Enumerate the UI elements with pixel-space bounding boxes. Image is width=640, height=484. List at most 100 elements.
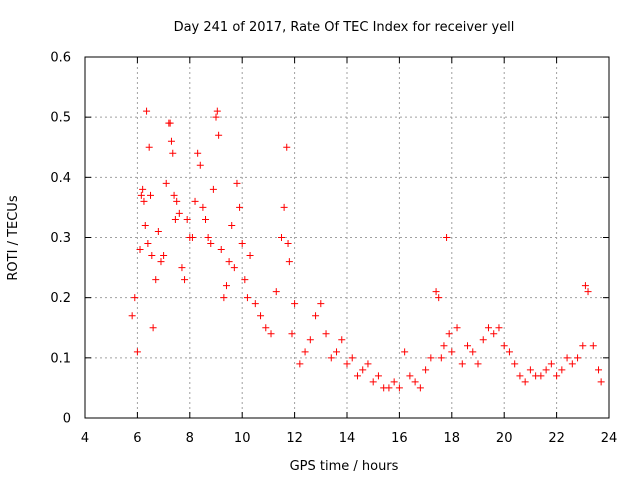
roti-point [516, 372, 524, 380]
roti-point [170, 191, 178, 199]
roti-point [171, 215, 179, 223]
y-tick-label: 0.5 [50, 111, 71, 126]
roti-point [440, 342, 448, 350]
roti-point [196, 161, 204, 169]
roti-point [411, 378, 419, 386]
roti-point [137, 191, 145, 199]
roti-point [222, 282, 230, 290]
roti-point [568, 360, 576, 368]
roti-point [233, 179, 241, 187]
x-tick-label: 24 [601, 431, 618, 446]
roti-point [495, 324, 503, 332]
y-tick-label: 0.2 [50, 291, 71, 306]
roti-point [213, 107, 221, 115]
y-tick-label: 0.4 [50, 171, 71, 186]
roti-point [443, 234, 451, 241]
roti-point [241, 276, 249, 284]
roti-point [296, 360, 304, 368]
roti-point [149, 324, 157, 332]
roti-point [448, 348, 456, 356]
roti-point [183, 215, 191, 223]
y-tick-label: 0.1 [50, 351, 71, 366]
roti-point [140, 197, 148, 205]
roti-point [272, 288, 280, 296]
roti-point [445, 330, 453, 338]
roti-point [589, 342, 597, 350]
roti-point [584, 288, 592, 296]
roti-point [136, 246, 144, 254]
roti-point [401, 348, 409, 356]
roti-point [128, 312, 136, 320]
roti-point [188, 234, 196, 241]
roti-point [152, 276, 160, 284]
roti-point [148, 252, 156, 260]
y-tick-label: 0 [63, 412, 71, 427]
grid [85, 57, 609, 418]
x-tick-label: 22 [548, 431, 565, 446]
roti-point [278, 234, 285, 241]
y-tick-label: 0.3 [50, 231, 71, 246]
x-tick-label: 4 [81, 431, 89, 446]
roti-point [312, 312, 320, 320]
roti-point [166, 119, 174, 127]
roti-point [160, 252, 168, 260]
roti-point [207, 240, 215, 248]
roti-point [390, 378, 398, 386]
roti-point [574, 354, 582, 362]
roti-point [317, 300, 325, 308]
roti-point [537, 372, 545, 380]
roti-point [437, 354, 445, 362]
roti-point [374, 372, 382, 380]
roti-point [469, 348, 477, 356]
roti-point [215, 131, 223, 139]
roti-point [338, 336, 346, 344]
roti-point [131, 294, 139, 302]
roti-point [147, 191, 154, 199]
roti-point [267, 330, 275, 338]
roti-point [395, 384, 403, 392]
roti-point [154, 227, 162, 235]
roti-point [464, 342, 472, 350]
roti-point [204, 234, 212, 241]
roti-point [236, 203, 244, 211]
roti-point [251, 300, 259, 308]
roti-point [526, 366, 534, 374]
roti-point [225, 258, 233, 266]
roti-point [262, 324, 270, 332]
roti-point [369, 378, 377, 386]
roti-point [353, 372, 361, 380]
roti-point [484, 324, 492, 332]
roti-point [432, 288, 440, 296]
roti-point [284, 240, 292, 248]
roti-point [479, 336, 487, 344]
roti-point [435, 294, 443, 302]
roti-point [547, 360, 555, 368]
roti-point [453, 324, 461, 332]
roti-point [228, 221, 236, 229]
roti-point [167, 137, 175, 145]
roti-point [343, 360, 351, 368]
roti-point [458, 360, 466, 368]
roti-point [280, 203, 288, 211]
chart-title: Day 241 of 2017, Rate Of TEC Index for r… [174, 20, 515, 35]
plot-frame [84, 56, 610, 419]
roti-point [348, 354, 356, 362]
roti-point [416, 384, 424, 392]
roti-point [139, 185, 147, 193]
roti-point [141, 221, 149, 229]
roti-point [175, 209, 183, 217]
roti-point [558, 366, 566, 374]
roti-point [490, 330, 498, 338]
x-tick-label: 8 [186, 431, 194, 446]
roti-point [191, 197, 199, 205]
roti-point [301, 348, 309, 356]
roti-point [181, 276, 189, 284]
roti-point [209, 185, 217, 193]
roti-point [143, 107, 151, 115]
roti-point [257, 312, 265, 320]
roti-point [306, 336, 314, 344]
x-tick-label: 10 [234, 431, 251, 446]
roti-point [199, 203, 207, 211]
roti-point [212, 113, 220, 121]
x-tick-label: 20 [496, 431, 513, 446]
